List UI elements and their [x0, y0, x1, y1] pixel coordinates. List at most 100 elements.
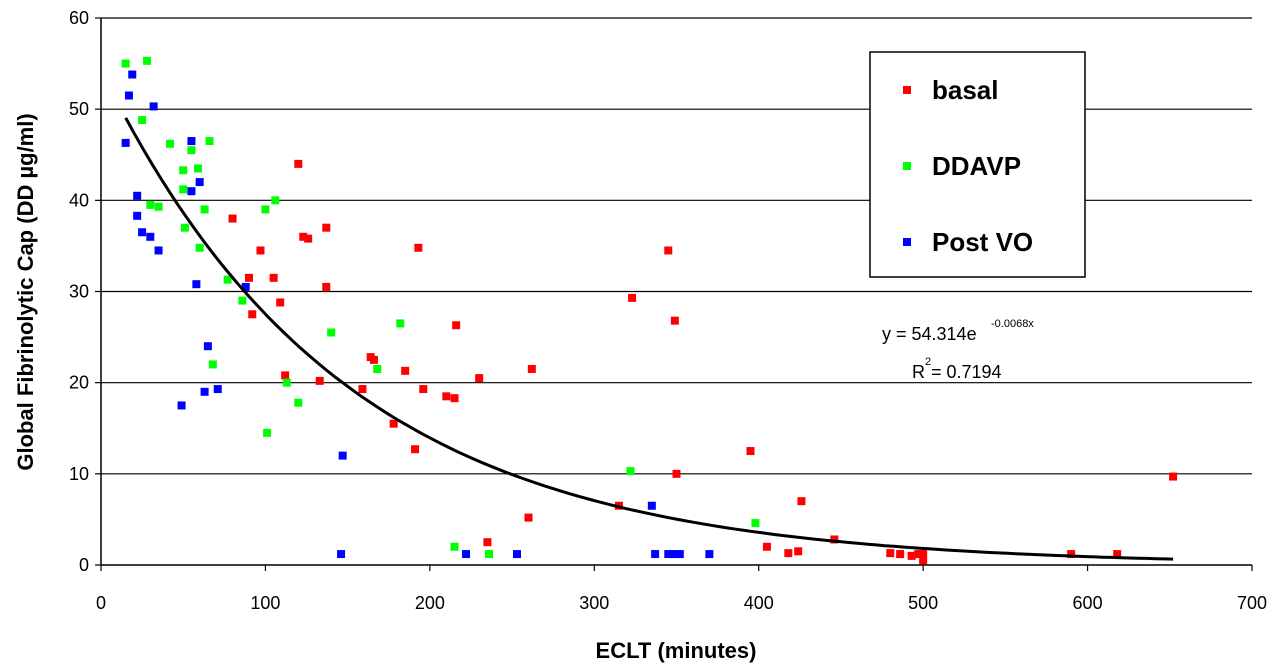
point-ddavp-12 [261, 205, 270, 214]
point-basal-0 [228, 214, 237, 223]
point-post-vo-26 [675, 550, 684, 559]
point-basal-21 [442, 392, 451, 401]
legend-marker-ddavp [903, 162, 911, 170]
trendline [124, 117, 1174, 561]
point-post-vo-6 [195, 178, 204, 187]
point-post-vo-0 [124, 91, 133, 100]
r2-value: = 0.7194 [931, 362, 1002, 382]
point-ddavp-11 [200, 205, 209, 214]
point-post-vo-2 [149, 102, 158, 111]
r2-label: R [912, 362, 925, 382]
point-ddavp-27 [626, 467, 635, 476]
gridlines [101, 17, 1252, 475]
y-tick-label-50: 50 [69, 99, 89, 119]
point-basal-6 [281, 371, 290, 380]
equation-label: y = 54.314e [882, 324, 977, 344]
x-axis-title: ECLT (minutes) [596, 638, 757, 663]
x-tick-label-100: 100 [250, 593, 280, 613]
point-basal-15 [369, 355, 378, 364]
point-basal-42 [914, 550, 923, 559]
point-basal-12 [322, 282, 331, 291]
point-ddavp-13 [271, 196, 280, 205]
point-basal-29 [628, 293, 637, 302]
point-post-vo-20 [462, 550, 471, 559]
point-basal-11 [322, 223, 331, 232]
point-basal-30 [664, 246, 673, 255]
legend-marker-basal [903, 86, 911, 94]
point-post-vo-18 [338, 451, 347, 460]
point-post-vo-12 [192, 280, 201, 289]
point-post-vo-9 [138, 228, 147, 237]
point-basal-46 [1113, 550, 1122, 559]
point-post-vo-1 [128, 70, 137, 79]
point-basal-17 [401, 366, 410, 375]
point-ddavp-7 [194, 164, 203, 173]
point-basal-5 [276, 298, 285, 307]
point-ddavp-18 [208, 360, 217, 369]
point-post-vo-21 [513, 550, 522, 559]
point-ddavp-15 [180, 223, 189, 232]
point-basal-9 [304, 234, 313, 243]
point-ddavp-9 [146, 200, 155, 209]
point-basal-41 [907, 551, 916, 560]
r2-superscript: 2 [925, 356, 931, 368]
point-basal-34 [762, 542, 771, 551]
x-tick-label-0: 0 [96, 593, 106, 613]
point-post-vo-4 [187, 137, 196, 146]
point-post-vo-10 [146, 232, 155, 241]
x-tick-label-300: 300 [579, 593, 609, 613]
x-axis-ticks: 0 100 200 300 400 500 600 700 [96, 565, 1267, 613]
x-tick-label-500: 500 [908, 593, 938, 613]
point-basal-4 [269, 273, 278, 282]
equation-exponent: -0.0068x [991, 318, 1034, 330]
point-ddavp-2 [138, 116, 147, 125]
x-tick-label-400: 400 [744, 593, 774, 613]
point-ddavp-23 [396, 319, 405, 328]
point-basal-24 [475, 374, 484, 383]
point-post-vo-16 [213, 385, 222, 394]
point-basal-40 [896, 550, 905, 559]
point-basal-43 [919, 550, 928, 559]
x-tick-label-600: 600 [1073, 593, 1103, 613]
point-post-vo-3 [121, 138, 130, 147]
y-tick-label-0: 0 [79, 555, 89, 575]
legend-label-postvo: Post VO [932, 227, 1033, 257]
y-tick-label-40: 40 [69, 190, 89, 210]
point-ddavp-14 [195, 243, 204, 252]
trend-equation: y = 54.314e -0.0068x [882, 318, 1034, 344]
point-ddavp-22 [327, 328, 336, 337]
point-ddavp-19 [282, 378, 291, 387]
point-basal-33 [746, 447, 755, 456]
point-basal-3 [256, 246, 265, 255]
point-post-vo-24 [664, 550, 673, 559]
point-post-vo-11 [154, 246, 163, 255]
point-basal-35 [784, 549, 793, 558]
point-post-vo-14 [203, 342, 212, 351]
point-post-vo-17 [177, 401, 186, 410]
point-basal-38 [830, 535, 839, 544]
legend-marker-postvo [903, 238, 911, 246]
point-basal-16 [389, 419, 398, 428]
y-axis-title: Global Fibrinolytic Cap (DD µg/ml) [13, 113, 38, 470]
point-post-vo-23 [651, 550, 660, 559]
point-ddavp-26 [485, 550, 494, 559]
point-ddavp-4 [187, 146, 196, 155]
point-basal-26 [524, 513, 533, 522]
legend: basal DDAVP Post VO [869, 51, 1086, 278]
point-basal-8 [299, 232, 308, 241]
point-basal-44 [919, 556, 928, 565]
point-post-vo-7 [133, 191, 142, 200]
point-ddavp-0 [121, 59, 130, 68]
point-basal-18 [411, 445, 420, 454]
point-basal-31 [670, 316, 679, 325]
point-basal-32 [672, 469, 681, 478]
point-post-vo-5 [187, 187, 196, 196]
point-basal-10 [315, 376, 324, 385]
point-post-vo-8 [133, 211, 142, 220]
point-basal-39 [886, 549, 895, 558]
point-basal-47 [1169, 472, 1178, 481]
point-post-vo-22 [647, 501, 656, 510]
legend-label-basal: basal [932, 75, 999, 105]
y-tick-label-60: 60 [69, 8, 89, 28]
